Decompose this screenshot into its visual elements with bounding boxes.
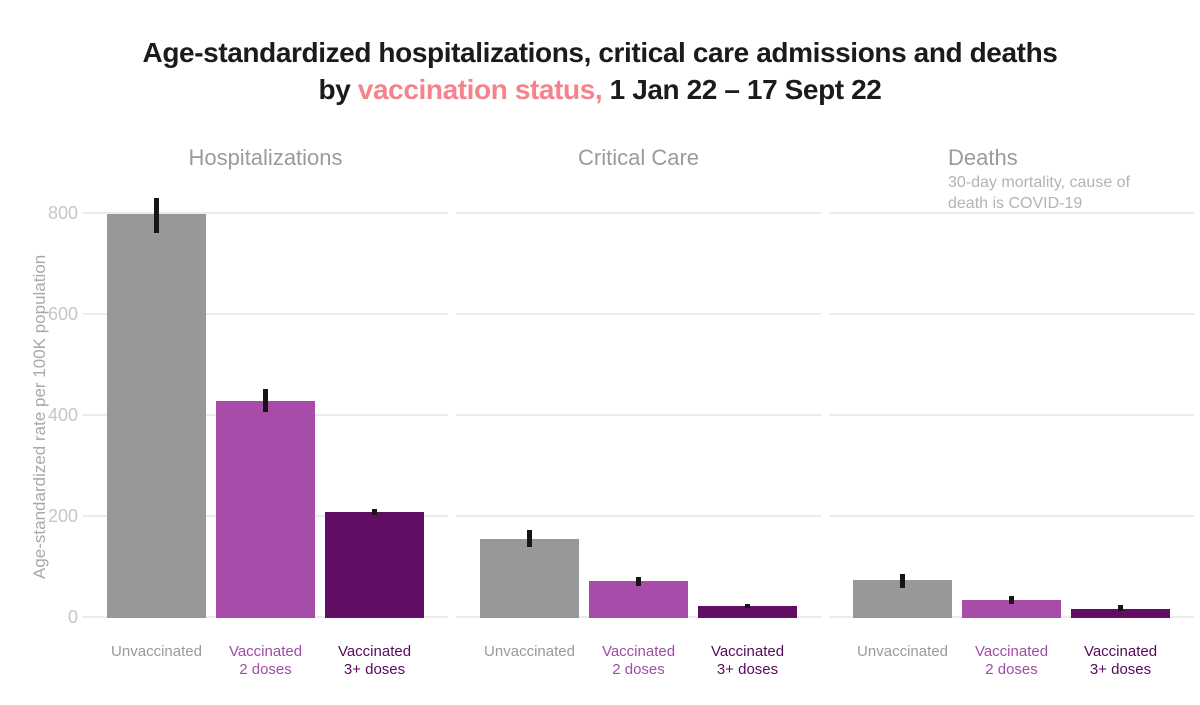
bar-hospitalizations-2 (216, 401, 315, 618)
bar-slot (325, 170, 424, 618)
gridline-200 (456, 515, 821, 517)
x-label-unvaccinated: Unvaccinated (484, 643, 575, 660)
x-label-vaccinated-2-doses: Vaccinated 2 doses (228, 643, 303, 678)
panel-title-text: Hospitalizations (188, 145, 343, 170)
bar-slot (480, 170, 579, 618)
bar-hospitalizations-3 (325, 512, 424, 618)
bars-row (83, 170, 448, 618)
gridline-600 (83, 313, 448, 315)
bar-slot (1071, 170, 1170, 618)
x-axis-labels: Unvaccinated Vaccinated 2 doses Vaccinated 3… (83, 643, 448, 679)
error-bar (1118, 605, 1123, 611)
gridline-800 (83, 212, 448, 214)
x-axis-labels: Unvaccinated Vaccinated 2 doses Vaccinated 3… (829, 643, 1194, 679)
chart-title-line2-prefix: by (318, 74, 358, 105)
chart-title: Age-standardized hospitalizations, criti… (0, 34, 1200, 108)
bar-critical-care-1 (480, 539, 579, 618)
panel-title-text: Critical Care (577, 145, 700, 170)
error-bar (154, 198, 159, 233)
bar-slot (698, 170, 797, 618)
bar-critical-care-3 (698, 606, 797, 618)
x-axis-labels: Unvaccinated Vaccinated 2 doses Vaccinated 3… (456, 643, 821, 679)
error-bar (1009, 596, 1014, 604)
bar-hospitalizations-1 (107, 214, 206, 618)
y-tick-label-400: 400 (47, 405, 78, 425)
error-bar (745, 604, 750, 608)
bar-slot (589, 170, 688, 618)
error-bar (900, 574, 905, 588)
gridline-600 (829, 313, 1194, 315)
bar-critical-care-2 (589, 581, 688, 618)
x-label-vaccinated-2-doses: Vaccinated 2 doses (974, 643, 1049, 678)
panel-hospitalizations: Hospitalizations Unvaccinated Vaccinated 2 … (83, 145, 448, 678)
panel-subtitle-deaths: 30-day mortality, cause of death is COVI… (948, 174, 1131, 212)
chart-title-accent: vaccination status, (357, 74, 603, 105)
gridline-800 (456, 212, 821, 214)
bar-slot (962, 170, 1061, 618)
y-tick-label-0: 0 (67, 607, 78, 627)
gridline-600 (456, 313, 821, 315)
error-bar (263, 389, 268, 412)
chart-title-line1: Age-standardized hospitalizations, criti… (142, 37, 1058, 68)
error-bar (372, 509, 377, 515)
bar-deaths-3 (1071, 609, 1170, 618)
gridline-400 (456, 414, 821, 416)
y-tick-label-200: 200 (47, 506, 78, 526)
panel-title-hospitalizations: Hospitalizations (83, 144, 448, 172)
x-label-unvaccinated: Unvaccinated (857, 643, 948, 660)
gridline-400 (829, 414, 1194, 416)
bars-row (829, 170, 1194, 618)
gridline-800 (829, 212, 1194, 214)
x-label-vaccinated-3-doses: Vaccinated 3+ doses (1083, 643, 1158, 678)
panel-title-deaths: Deaths 30-day mortality, cause of death i… (948, 144, 1148, 214)
x-label-vaccinated-2-doses: Vaccinated 2 doses (601, 643, 676, 678)
chart-title-line2: by vaccination status, 1 Jan 22 – 17 Sep… (319, 74, 882, 105)
bar-slot (216, 170, 315, 618)
panel-title-text: Deaths (948, 145, 1018, 170)
x-label-vaccinated-3-doses: Vaccinated 3+ doses (710, 643, 785, 678)
panel-deaths: Deaths 30-day mortality, cause of death i… (829, 145, 1194, 678)
y-tick-label-600: 600 (47, 304, 78, 324)
bars-row (456, 170, 821, 618)
bar-deaths-2 (962, 600, 1061, 618)
bar-slot (853, 170, 952, 618)
chart-title-line2-suffix: 1 Jan 22 – 17 Sept 22 (602, 74, 882, 105)
error-bar (636, 577, 641, 586)
bar-slot (107, 170, 206, 618)
gridline-200 (829, 515, 1194, 517)
y-tick-label-800: 800 (47, 203, 78, 223)
x-label-unvaccinated: Unvaccinated (111, 643, 202, 660)
x-label-vaccinated-3-doses: Vaccinated 3+ doses (337, 643, 412, 678)
panel-title-critical-care: Critical Care (456, 144, 821, 172)
panel-critical-care: Critical Care Unvaccinated Vaccinated 2 dos… (456, 145, 821, 678)
panels: Hospitalizations Unvaccinated Vaccinated 2 … (83, 145, 1194, 678)
error-bar (527, 530, 532, 547)
